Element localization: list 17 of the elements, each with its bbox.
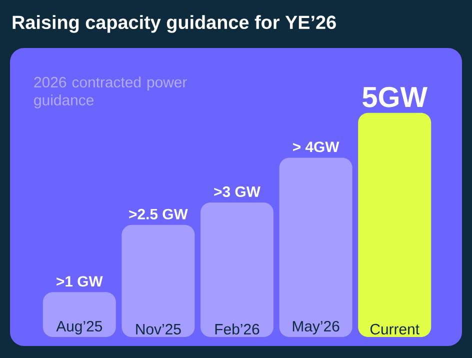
bar xyxy=(42,292,116,337)
x-tick-label: Feb’26 xyxy=(215,324,260,334)
bar xyxy=(358,112,432,337)
x-tick-label: Current xyxy=(370,324,420,334)
data-label: > 4GW xyxy=(292,142,340,152)
chart-title: Raising capacity guidance for YE’26 xyxy=(12,15,336,33)
data-label: >2.5 GW xyxy=(129,208,188,220)
data-label: >3 GW xyxy=(214,186,260,197)
x-tick-label: Nov’25 xyxy=(136,324,181,334)
data-label: >1 GW xyxy=(56,276,103,287)
data-label: 5GW xyxy=(362,86,428,108)
x-tick-label: Aug’25 xyxy=(56,320,102,334)
bar xyxy=(279,158,352,337)
chart-subtitle: 2026 contracted power guidance xyxy=(34,76,187,108)
bar xyxy=(122,224,195,337)
bar xyxy=(200,202,274,337)
x-tick-label: May’26 xyxy=(292,320,340,334)
